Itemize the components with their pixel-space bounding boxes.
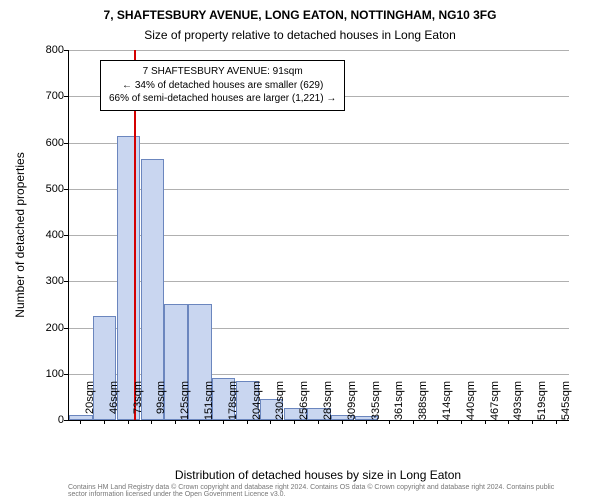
xtick-label: 20sqm — [84, 381, 96, 426]
ytick-label: 300 — [24, 275, 64, 287]
xtick-label: 519sqm — [536, 381, 548, 426]
ytick-label: 0 — [24, 414, 64, 426]
footnote: Contains HM Land Registry data © Crown c… — [68, 484, 568, 498]
annotation-box: 7 SHAFTESBURY AVENUE: 91sqm← 34% of deta… — [100, 60, 345, 111]
xtick-mark — [318, 420, 319, 424]
gridline — [69, 143, 569, 144]
xtick-mark — [342, 420, 343, 424]
xtick-label: 467sqm — [489, 381, 501, 426]
xtick-mark — [104, 420, 105, 424]
xtick-label: 125sqm — [179, 381, 191, 426]
xtick-label: 256sqm — [298, 381, 310, 426]
ytick-label: 100 — [24, 368, 64, 380]
xtick-label: 73sqm — [132, 381, 144, 426]
ytick-label: 600 — [24, 137, 64, 149]
xtick-mark — [175, 420, 176, 424]
xtick-label: 151sqm — [203, 381, 215, 426]
xtick-label: 204sqm — [251, 381, 263, 426]
xtick-mark — [366, 420, 367, 424]
annotation-line: ← 34% of detached houses are smaller (62… — [109, 79, 336, 93]
xtick-label: 335sqm — [370, 381, 382, 426]
xtick-label: 361sqm — [393, 381, 405, 426]
xtick-mark — [556, 420, 557, 424]
xtick-label: 46sqm — [108, 381, 120, 426]
ytick-label: 400 — [24, 229, 64, 241]
xtick-label: 545sqm — [560, 381, 572, 426]
xtick-label: 440sqm — [465, 381, 477, 426]
xtick-mark — [199, 420, 200, 424]
chart-title-line1: 7, SHAFTESBURY AVENUE, LONG EATON, NOTTI… — [0, 8, 600, 22]
xtick-label: 283sqm — [322, 381, 334, 426]
xtick-mark — [294, 420, 295, 424]
xtick-label: 414sqm — [441, 381, 453, 426]
xtick-mark — [270, 420, 271, 424]
xtick-mark — [461, 420, 462, 424]
ytick-label: 800 — [24, 44, 64, 56]
ytick-label: 700 — [24, 90, 64, 102]
xtick-mark — [532, 420, 533, 424]
xtick-label: 309sqm — [346, 381, 358, 426]
histogram-bar — [117, 136, 140, 420]
xtick-mark — [389, 420, 390, 424]
xtick-mark — [247, 420, 248, 424]
xtick-mark — [151, 420, 152, 424]
annotation-line: 7 SHAFTESBURY AVENUE: 91sqm — [109, 65, 336, 79]
xtick-mark — [223, 420, 224, 424]
xtick-label: 388sqm — [417, 381, 429, 426]
xtick-mark — [413, 420, 414, 424]
annotation-line: 66% of semi-detached houses are larger (… — [109, 92, 336, 106]
xtick-label: 230sqm — [274, 381, 286, 426]
xtick-mark — [437, 420, 438, 424]
gridline — [69, 50, 569, 51]
chart-title-line2: Size of property relative to detached ho… — [0, 28, 600, 42]
ytick-label: 500 — [24, 183, 64, 195]
xtick-mark — [485, 420, 486, 424]
xtick-mark — [80, 420, 81, 424]
xtick-label: 178sqm — [227, 381, 239, 426]
xtick-mark — [128, 420, 129, 424]
xtick-mark — [508, 420, 509, 424]
x-axis-label: Distribution of detached houses by size … — [68, 468, 568, 482]
xtick-label: 99sqm — [155, 381, 167, 426]
xtick-label: 493sqm — [512, 381, 524, 426]
ytick-label: 200 — [24, 322, 64, 334]
